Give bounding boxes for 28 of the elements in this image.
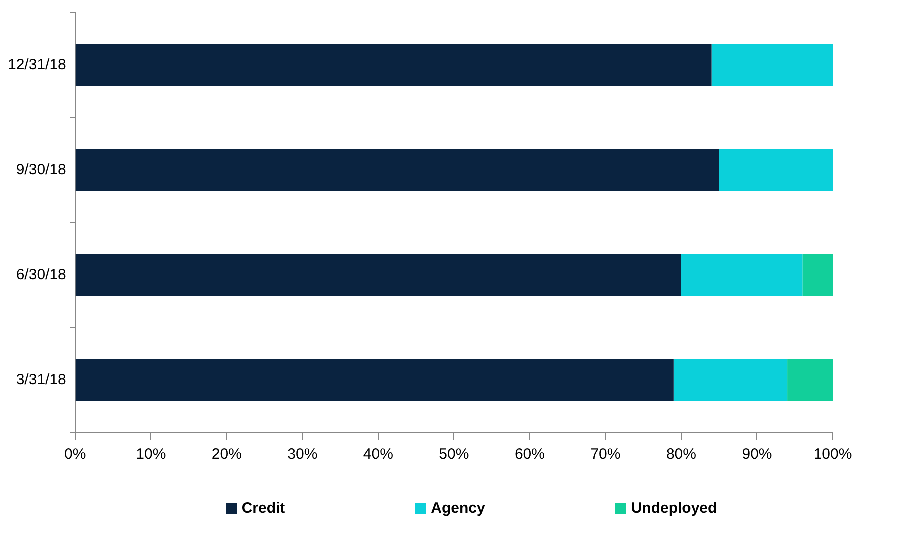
legend-label: Agency [431, 500, 486, 517]
x-tick-label: 20% [212, 446, 242, 464]
bar [76, 150, 720, 192]
y-tick-label: 12/31/18 [8, 56, 66, 74]
x-tick-label: 80% [666, 446, 696, 464]
bar [674, 360, 788, 402]
x-tick-label: 30% [288, 446, 318, 464]
bar [788, 360, 833, 402]
bar [681, 254, 803, 296]
x-tick-label: 60% [514, 446, 545, 464]
x-tick-label: 40% [363, 446, 394, 464]
y-tick-label: 6/30/18 [16, 266, 66, 284]
legend-label: Undeployed [631, 500, 718, 517]
bar [76, 44, 712, 86]
bar [802, 254, 833, 296]
x-tick-label: 70% [590, 446, 621, 464]
legend-label: Credit [242, 500, 286, 517]
y-tick-label: 9/30/18 [16, 162, 66, 179]
x-tick-label: 10% [136, 446, 166, 464]
x-tick-label: 50% [439, 446, 470, 464]
y-tick-label: 3/31/18 [16, 372, 66, 389]
x-tick-label: 0% [64, 446, 86, 464]
bar [719, 150, 833, 192]
x-tick-label: 100% [814, 446, 852, 464]
bar [712, 44, 833, 86]
x-tick-label: 90% [742, 446, 772, 464]
bar [76, 360, 674, 402]
bar [76, 254, 682, 296]
